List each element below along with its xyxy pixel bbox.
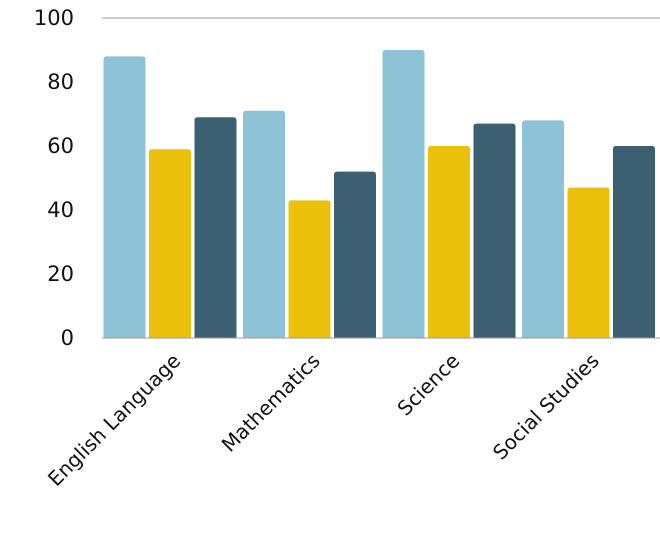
- bar-science-s1: [382, 50, 425, 338]
- bar-series-group: [103, 50, 655, 339]
- bar-mathematics-s1: [243, 110, 285, 338]
- bar-english-language-s1: [103, 56, 146, 339]
- bar-social-studies-s1: [522, 120, 564, 339]
- bar-mathematics-s3: [334, 171, 376, 338]
- bar-social-studies-s3: [613, 146, 655, 338]
- x-tick-label: English Language: [43, 349, 185, 491]
- bar-mathematics-s2: [288, 200, 331, 338]
- bar-english-language-s3: [194, 117, 237, 338]
- x-axis: English Language Mathematics Science Social…: [43, 337, 660, 491]
- y-tick-label: 60: [47, 134, 74, 158]
- y-tick-label: 40: [47, 198, 74, 222]
- bar-science-s3: [473, 123, 516, 338]
- y-tick-label: 20: [47, 262, 74, 286]
- y-axis: 0 20 40 60 80 100: [34, 6, 660, 350]
- bar-social-studies-s2: [567, 187, 610, 338]
- x-tick-label: Social Studies: [488, 349, 604, 465]
- x-tick-label: Mathematics: [217, 349, 325, 457]
- bar-english-language-s2: [149, 149, 191, 338]
- y-tick-label: 80: [47, 70, 74, 94]
- y-tick-label: 100: [34, 6, 74, 30]
- y-tick-label: 0: [61, 326, 74, 350]
- x-tick-label: Science: [392, 349, 464, 421]
- bar-science-s2: [428, 146, 470, 338]
